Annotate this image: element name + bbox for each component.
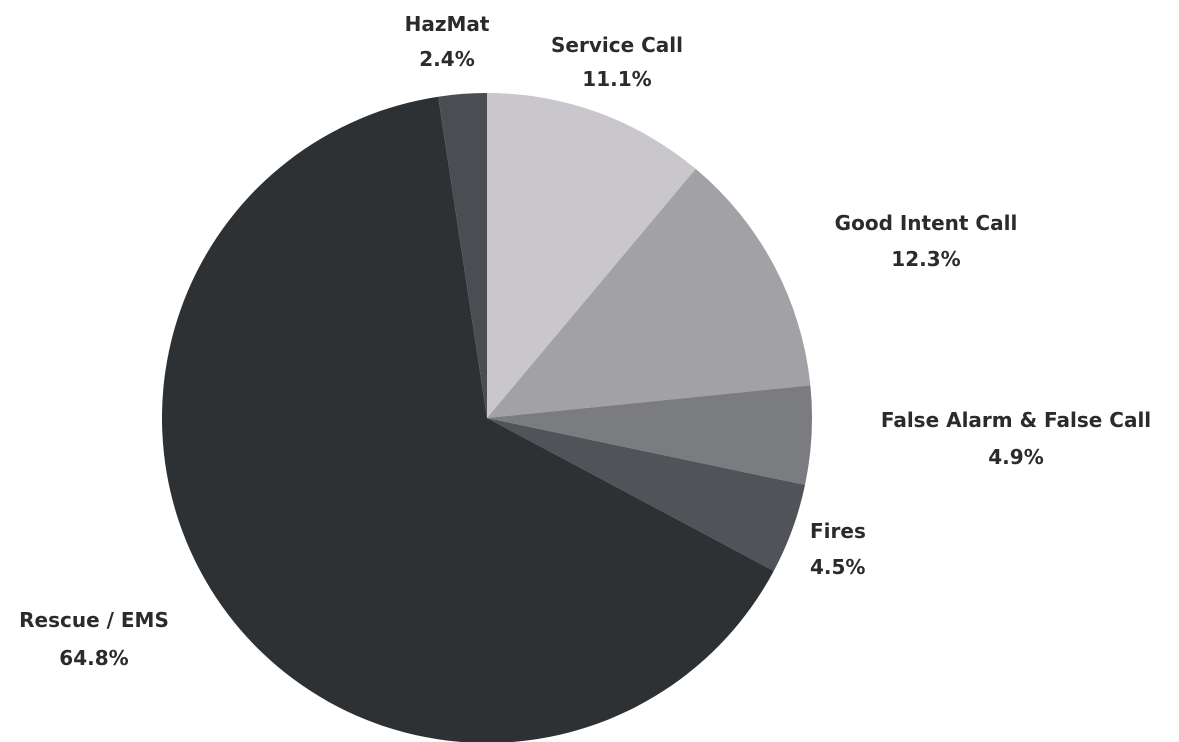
pie-slice-fires <box>487 418 806 571</box>
slice-value-service-call: 11.1% <box>582 67 651 91</box>
slice-label-hazmat: HazMat <box>405 12 490 36</box>
label-good-intent-call: Good Intent Call 12.3% <box>835 211 1018 271</box>
pie-slice-good-intent-call <box>487 168 811 418</box>
label-service-call: Service Call 11.1% <box>551 33 683 91</box>
label-hazmat: HazMat 2.4% <box>405 12 490 71</box>
slice-label-fires: Fires <box>810 519 866 543</box>
slice-value-false-alarm: 4.9% <box>988 445 1043 469</box>
label-false-alarm: False Alarm & False Call 4.9% <box>881 408 1151 469</box>
pie-slices <box>161 93 813 742</box>
slice-value-fires: 4.5% <box>810 555 865 579</box>
slice-label-service-call: Service Call <box>551 33 683 57</box>
slice-label-good-intent-call: Good Intent Call <box>835 211 1018 235</box>
slice-value-good-intent-call: 12.3% <box>891 247 960 271</box>
label-rescue-ems: Rescue / EMS 64.8% <box>19 608 169 670</box>
label-fires: Fires 4.5% <box>810 519 866 579</box>
pie-slice-false-alarm-false-call <box>487 385 813 485</box>
pie-slice-rescue-ems <box>161 96 774 742</box>
slice-value-rescue-ems: 64.8% <box>59 646 128 670</box>
pie-slice-hazmat <box>438 93 487 418</box>
pie-slice-service-call <box>487 93 696 418</box>
slice-label-rescue-ems: Rescue / EMS <box>19 608 169 632</box>
slice-value-hazmat: 2.4% <box>419 47 474 71</box>
slice-label-false-alarm: False Alarm & False Call <box>881 408 1151 432</box>
